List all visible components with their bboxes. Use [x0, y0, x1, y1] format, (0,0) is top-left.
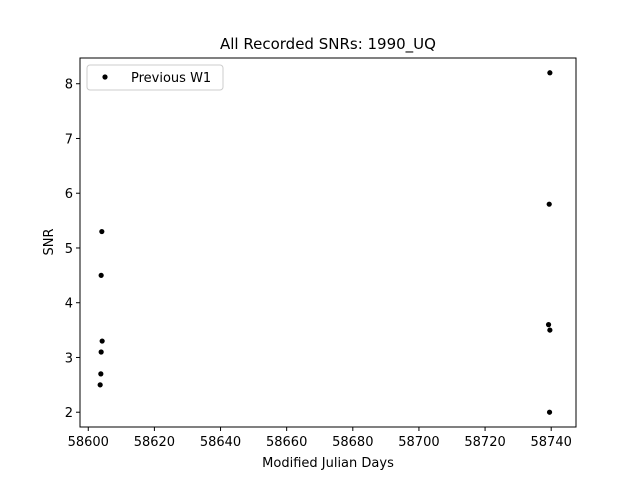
data-point — [98, 349, 104, 355]
data-point — [547, 70, 553, 76]
data-point — [545, 322, 552, 328]
y-tick-label: 7 — [65, 132, 73, 147]
data-point — [546, 201, 552, 207]
legend-marker — [102, 74, 108, 80]
x-axis-label: Modified Julian Days — [262, 456, 394, 471]
y-tick-label: 4 — [65, 297, 73, 312]
x-tick-label: 58620 — [134, 435, 175, 450]
chart-title: All Recorded SNRs: 1990_UQ — [220, 35, 436, 54]
legend-frame — [86, 64, 224, 91]
x-tick-label: 58700 — [398, 435, 439, 450]
y-axis-ticks: 2 3 4 5 6 7 8 — [65, 78, 80, 421]
x-tick-label: 58600 — [68, 435, 109, 450]
data-point — [547, 327, 553, 333]
legend: Previous W1 — [86, 64, 224, 91]
y-tick-label: 8 — [65, 78, 73, 93]
legend-label: Previous W1 — [131, 71, 211, 86]
x-tick-label: 58640 — [200, 435, 241, 450]
data-point — [97, 382, 103, 388]
x-axis-ticks: 58600 58620 58640 58660 58680 58700 58720 58740 — [68, 427, 572, 450]
data-point — [99, 228, 105, 235]
y-tick-label: 5 — [65, 242, 73, 257]
data-point — [546, 409, 553, 415]
y-tick-label: 3 — [65, 351, 73, 366]
x-tick-label: 58720 — [464, 435, 505, 450]
data-point — [98, 371, 104, 377]
plot-area-frame — [79, 57, 577, 428]
x-tick-label: 58660 — [266, 435, 307, 450]
y-tick-label: 2 — [65, 406, 73, 421]
y-axis-label: SNR — [42, 228, 57, 255]
data-point — [98, 272, 104, 278]
data-points — [97, 70, 553, 415]
data-point — [99, 338, 105, 344]
x-tick-label: 58680 — [332, 435, 373, 450]
y-tick-label: 6 — [65, 187, 73, 202]
x-tick-label: 58740 — [531, 435, 572, 450]
